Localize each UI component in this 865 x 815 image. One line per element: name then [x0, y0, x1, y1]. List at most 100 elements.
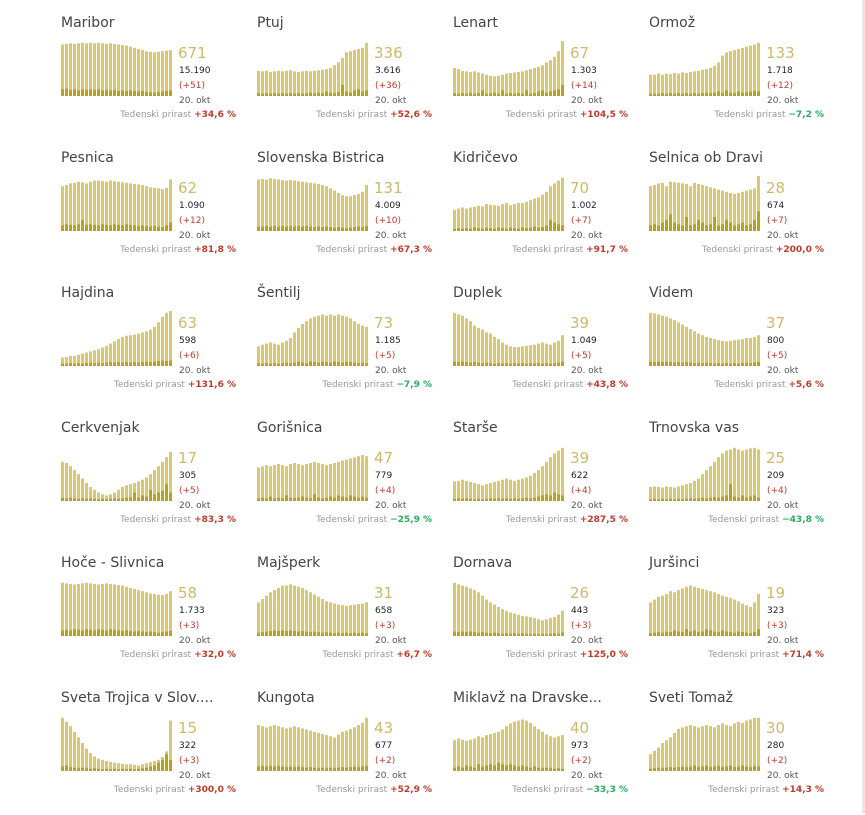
bar-total	[265, 70, 268, 96]
bar-new	[157, 492, 160, 501]
bar-new	[749, 224, 752, 231]
bar-chart	[453, 445, 565, 501]
bar-total	[349, 729, 352, 771]
bar-new	[149, 226, 152, 231]
bar-total	[157, 188, 160, 231]
bar-total	[693, 182, 696, 231]
bar-total	[89, 583, 92, 636]
bar-chart	[257, 310, 369, 366]
bar-total	[141, 479, 144, 501]
municipality-name: Sveta Trojica v Slov....	[61, 690, 214, 706]
bar-total	[461, 207, 464, 231]
bar-chart-svg	[61, 179, 172, 231]
bar-total	[129, 587, 132, 636]
bar-total	[81, 478, 84, 501]
bar-new	[701, 363, 704, 366]
bar-new	[169, 630, 172, 636]
bar-new	[549, 363, 552, 366]
bar-new	[345, 228, 348, 231]
bar-total	[489, 333, 492, 366]
bar-total	[533, 726, 536, 771]
bar-new	[117, 769, 120, 771]
date-label: 20. okt	[179, 96, 211, 106]
bar-new	[705, 225, 708, 231]
bar-new	[657, 499, 660, 501]
bar-total	[753, 447, 756, 501]
bar-new	[313, 631, 316, 636]
bar-new	[737, 91, 740, 96]
bar-total	[285, 585, 288, 636]
bar-total	[553, 183, 556, 231]
bar-new	[557, 89, 560, 96]
bar-total	[77, 354, 80, 366]
scrollbar-track[interactable]	[862, 0, 865, 813]
bar-new	[453, 498, 456, 501]
bar-total	[77, 583, 80, 636]
bar-total	[293, 585, 296, 636]
bar-total	[733, 599, 736, 636]
bar-total	[313, 594, 316, 636]
bar-new	[333, 633, 336, 636]
bar-chart-svg	[257, 42, 368, 96]
bar-new	[137, 630, 140, 636]
bar-total	[345, 459, 348, 501]
bar-new	[65, 224, 68, 231]
bar-chart	[649, 310, 761, 366]
bar-total	[505, 610, 508, 636]
weekly-growth-value: −7,2 %	[788, 110, 824, 120]
bar-new	[161, 759, 164, 771]
bar-new	[129, 768, 132, 771]
bar-new	[325, 226, 328, 231]
bar-new	[489, 498, 492, 501]
bar-total	[657, 596, 660, 636]
bar-new	[273, 225, 276, 231]
bar-total	[93, 43, 96, 96]
date-label: 20. okt	[571, 636, 603, 646]
municipality-card: Starše 39 622 (+4) 20. okt Tedenski prirast +…	[453, 415, 633, 545]
municipality-name: Maribor	[61, 15, 115, 31]
bar-total	[81, 353, 84, 366]
total-cases: 280	[767, 741, 785, 751]
bar-new	[545, 92, 548, 96]
bar-new	[65, 363, 68, 366]
bar-new	[349, 495, 352, 501]
bar-new	[77, 224, 80, 231]
bar-new	[701, 497, 704, 501]
bar-new	[661, 632, 664, 636]
bar-total	[521, 615, 524, 636]
bar-total	[141, 332, 144, 366]
bar-total	[73, 731, 76, 771]
bar-total	[353, 50, 356, 96]
bar-new	[289, 766, 292, 771]
bar-total	[525, 720, 528, 771]
bar-total	[545, 461, 548, 501]
date-label: 20. okt	[767, 771, 799, 781]
bar-new	[333, 768, 336, 771]
bar-chart-svg	[257, 717, 368, 771]
bar-total	[653, 185, 656, 231]
bar-new	[717, 497, 720, 501]
bar-new	[489, 633, 492, 636]
bar-new	[65, 88, 68, 96]
bar-total	[481, 329, 484, 366]
municipality-name: Sveti Tomaž	[649, 690, 733, 706]
bar-new	[513, 498, 516, 501]
bar-new	[81, 219, 84, 231]
bar-new	[729, 765, 732, 771]
bar-new	[717, 632, 720, 636]
bar-total	[473, 738, 476, 771]
bar-new	[129, 90, 132, 96]
bar-new	[101, 769, 104, 771]
bar-new	[709, 224, 712, 231]
bar-total	[361, 722, 364, 771]
weekly-growth: Tedenski prirast −7,2 %	[714, 110, 824, 120]
bar-new	[141, 225, 144, 231]
bar-new	[129, 224, 132, 231]
bar-total	[337, 461, 340, 501]
bar-total	[349, 318, 352, 366]
bar-new	[517, 766, 520, 771]
bar-total	[293, 726, 296, 771]
bar-new	[81, 498, 84, 501]
bar-new	[497, 633, 500, 636]
